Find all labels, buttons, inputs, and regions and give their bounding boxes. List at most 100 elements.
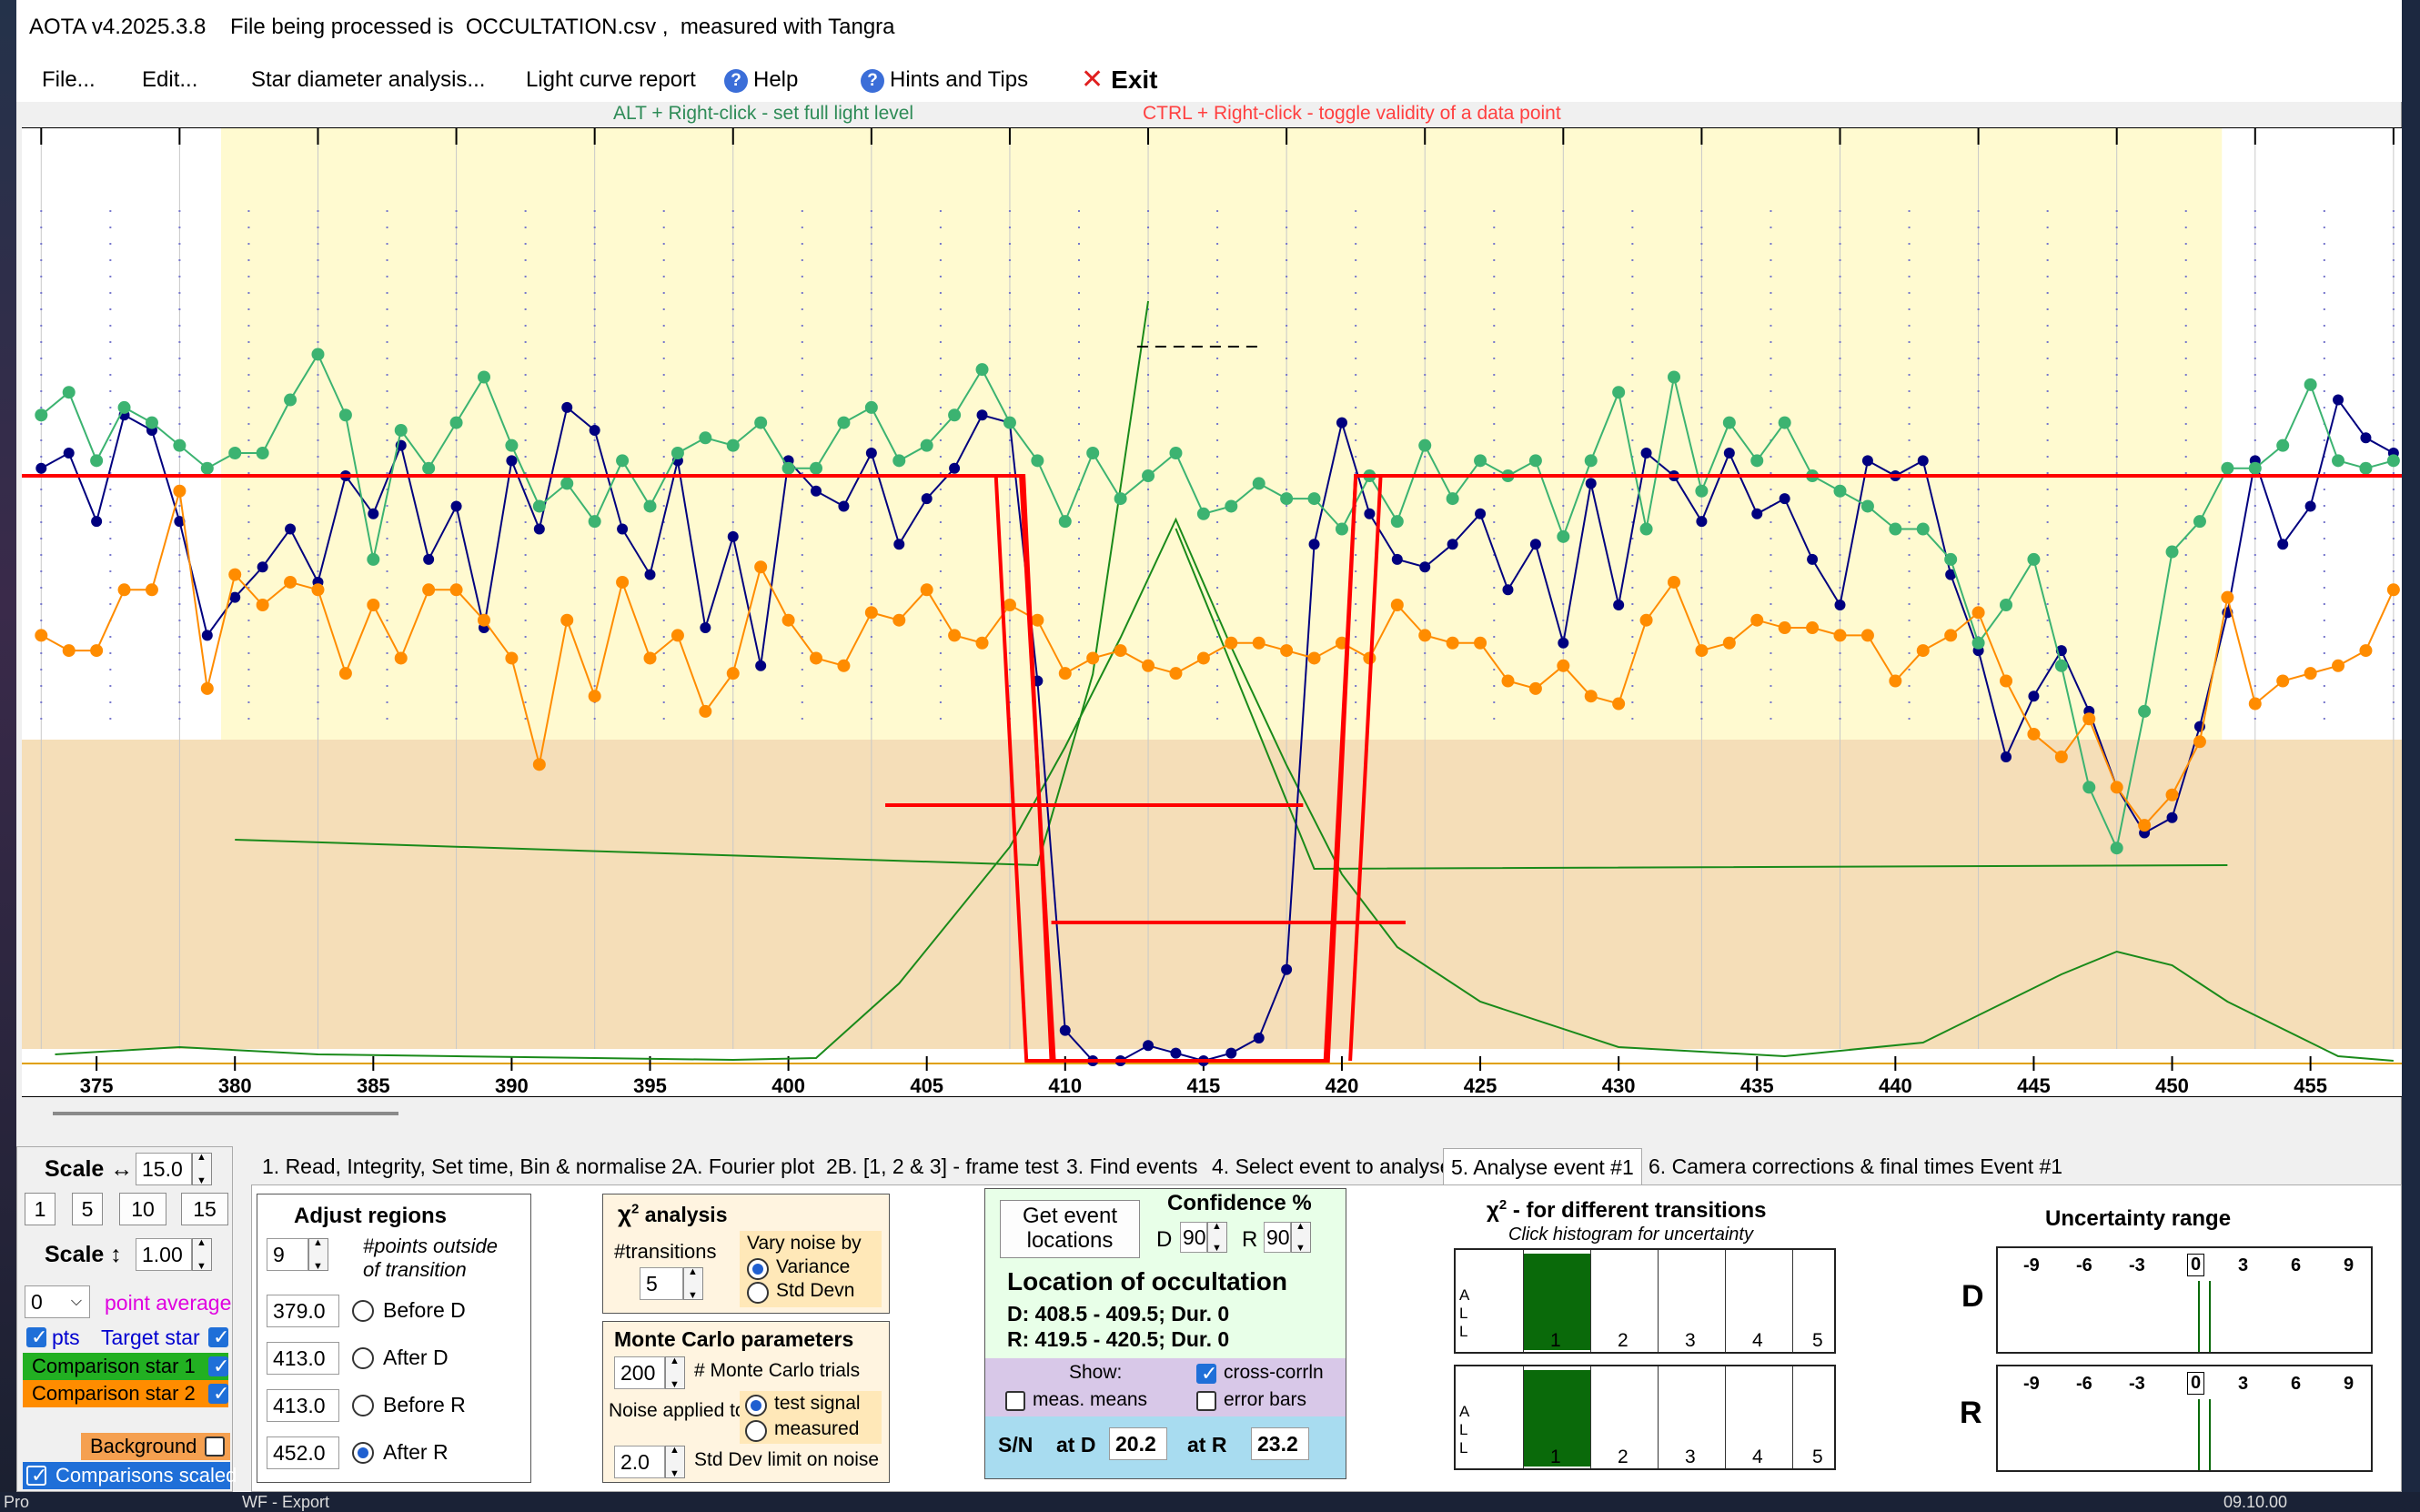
trials-input[interactable]: 200 bbox=[614, 1356, 665, 1389]
hist-bin-label: 3 bbox=[1685, 1446, 1696, 1467]
transitions-input[interactable]: 5 bbox=[640, 1267, 683, 1300]
adjust-regions-group: Adjust regions 9 #points outside of tran… bbox=[257, 1194, 531, 1483]
target-star-checkbox[interactable] bbox=[208, 1326, 229, 1349]
menu-hints[interactable]: ? Hints and Tips bbox=[861, 67, 1028, 93]
region-after-r-radio[interactable] bbox=[352, 1442, 374, 1464]
data-point bbox=[2000, 674, 2013, 688]
tab-read[interactable]: 1. Read, Integrity, Set time, Bin & norm… bbox=[262, 1154, 667, 1178]
uncertainty-r[interactable]: -9 -6 -3 0 3 6 9 bbox=[1996, 1365, 2373, 1472]
std-dev-limit-input[interactable]: 2.0 bbox=[614, 1446, 665, 1478]
data-point bbox=[1252, 636, 1265, 650]
comparisons-scaled-checkbox[interactable] bbox=[26, 1464, 47, 1487]
points-outside-spinner[interactable] bbox=[308, 1237, 328, 1272]
hist-bin-label: 5 bbox=[1812, 1330, 1823, 1351]
points-outside-input[interactable]: 9 bbox=[267, 1238, 308, 1271]
menu-star-diameter[interactable]: Star diameter analysis... bbox=[251, 67, 486, 92]
menu-exit[interactable]: ✕ Exit bbox=[1081, 64, 1158, 96]
h-scale-input[interactable]: 15.0 bbox=[136, 1153, 192, 1185]
confidence-d-input[interactable]: 90 bbox=[1180, 1222, 1207, 1253]
measured-radio[interactable] bbox=[745, 1420, 767, 1442]
comparisons-scaled-legend[interactable]: Comparisons scaled bbox=[23, 1462, 237, 1489]
light-curve-plot[interactable]: 375 380 385 390 395 400 405 410 415 420 425 430 435 4… bbox=[22, 127, 2402, 1097]
scale-5-button[interactable]: 5 bbox=[72, 1193, 103, 1225]
comp2-checkbox[interactable] bbox=[208, 1382, 229, 1406]
data-point bbox=[2276, 438, 2290, 452]
error-bars-checkbox[interactable] bbox=[1196, 1391, 1216, 1411]
scale-15-button[interactable]: 15 bbox=[181, 1193, 228, 1225]
confidence-r-input[interactable]: 90 bbox=[1264, 1222, 1291, 1253]
data-point bbox=[228, 447, 242, 459]
confidence-r-spinner[interactable] bbox=[1291, 1221, 1311, 1254]
desktop-edge-left bbox=[0, 0, 16, 1512]
region-before-d-input[interactable]: 379.0 bbox=[267, 1295, 339, 1327]
data-point bbox=[1390, 515, 1404, 529]
confidence-d-spinner[interactable] bbox=[1207, 1221, 1227, 1254]
variance-label: Variance bbox=[776, 1256, 851, 1277]
plot-horizontal-scrollbar[interactable] bbox=[53, 1112, 398, 1115]
transitions-spinner[interactable] bbox=[683, 1266, 703, 1301]
tab-find-events[interactable]: 3. Find events bbox=[1066, 1154, 1198, 1178]
background-checkbox[interactable] bbox=[205, 1436, 225, 1457]
region-before-r-input[interactable]: 413.0 bbox=[267, 1389, 339, 1422]
uncertainty-d[interactable]: -9 -6 -3 0 3 6 9 bbox=[1996, 1246, 2373, 1354]
menu-edit[interactable]: Edit... bbox=[142, 67, 198, 92]
v-scale-input[interactable]: 1.00 bbox=[136, 1238, 192, 1271]
tab-frame-test[interactable]: 2B. [1, 2 & 3] - frame test bbox=[826, 1154, 1059, 1178]
scale-1-button[interactable]: 1 bbox=[25, 1193, 55, 1225]
data-point bbox=[1695, 484, 1709, 498]
data-point bbox=[726, 667, 740, 680]
data-point bbox=[1944, 552, 1958, 566]
uncertainty-title: Uncertainty range bbox=[2045, 1206, 2232, 1231]
menu-file[interactable]: File... bbox=[42, 67, 96, 92]
tab-camera-corrections[interactable]: 6. Camera corrections & final times Even… bbox=[1649, 1154, 2063, 1178]
variance-radio[interactable] bbox=[747, 1258, 769, 1280]
hist-bar-r-1[interactable] bbox=[1523, 1370, 1590, 1467]
data-point bbox=[560, 613, 574, 627]
v-scale-spinner[interactable] bbox=[192, 1237, 212, 1272]
taskbar-middle[interactable]: WF - Export bbox=[242, 1493, 330, 1511]
data-point bbox=[561, 401, 573, 413]
test-signal-radio[interactable] bbox=[745, 1395, 767, 1416]
monte-carlo-title: Monte Carlo parameters bbox=[614, 1327, 854, 1351]
data-point bbox=[1031, 454, 1044, 468]
light-curve-svg[interactable]: 375 380 385 390 395 400 405 410 415 420 425 430 435 4… bbox=[22, 128, 2402, 1098]
data-point bbox=[422, 583, 436, 597]
scale-10-button[interactable]: 10 bbox=[119, 1193, 166, 1225]
region-after-d-radio[interactable] bbox=[352, 1347, 374, 1369]
region-after-r-input[interactable]: 452.0 bbox=[267, 1436, 339, 1469]
trials-spinner[interactable] bbox=[665, 1356, 685, 1390]
background-label: Background bbox=[90, 1435, 197, 1457]
std-devn-radio[interactable] bbox=[747, 1282, 769, 1304]
window-title: AOTA v4.2025.3.8 File being processed is… bbox=[29, 15, 895, 39]
cross-corrln-checkbox[interactable] bbox=[1196, 1362, 1217, 1386]
region-before-d-radio[interactable] bbox=[352, 1300, 374, 1322]
data-point bbox=[892, 454, 906, 468]
get-event-locations-button[interactable]: Get event locations bbox=[1000, 1200, 1140, 1258]
tab-analyse-event[interactable]: 5. Analyse event #1 bbox=[1443, 1148, 1642, 1184]
confidence-r-label: R bbox=[1242, 1227, 1258, 1252]
data-point bbox=[976, 409, 988, 421]
region-before-r-radio[interactable] bbox=[352, 1395, 374, 1416]
menu-help[interactable]: ? Help bbox=[724, 67, 798, 93]
h-scale-spinner[interactable] bbox=[192, 1152, 212, 1186]
comp1-checkbox[interactable] bbox=[208, 1355, 229, 1378]
x-tick-label: 450 bbox=[2155, 1074, 2189, 1097]
meas-means-checkbox[interactable] bbox=[1005, 1391, 1025, 1411]
data-point bbox=[173, 438, 187, 452]
data-point bbox=[2028, 690, 2040, 702]
unc-tick-zero: 0 bbox=[2187, 1372, 2205, 1395]
unc-tick: -9 bbox=[2023, 1255, 2040, 1275]
data-point bbox=[754, 416, 768, 429]
tab-fourier[interactable]: 2A. Fourier plot bbox=[671, 1154, 815, 1178]
hist-bar-d-1[interactable] bbox=[1523, 1254, 1590, 1350]
pts-checkbox[interactable] bbox=[26, 1326, 47, 1349]
data-point bbox=[617, 523, 629, 535]
tab-select-event[interactable]: 4. Select event to analyse bbox=[1212, 1154, 1452, 1178]
menu-bar: File... Edit... Star diameter analysis..… bbox=[16, 56, 2402, 102]
menu-light-curve-report[interactable]: Light curve report bbox=[526, 67, 696, 92]
point-average-select[interactable]: 0 ⌵ bbox=[25, 1285, 90, 1318]
std-dev-limit-spinner[interactable] bbox=[665, 1445, 685, 1479]
region-after-d-input[interactable]: 413.0 bbox=[267, 1342, 339, 1375]
